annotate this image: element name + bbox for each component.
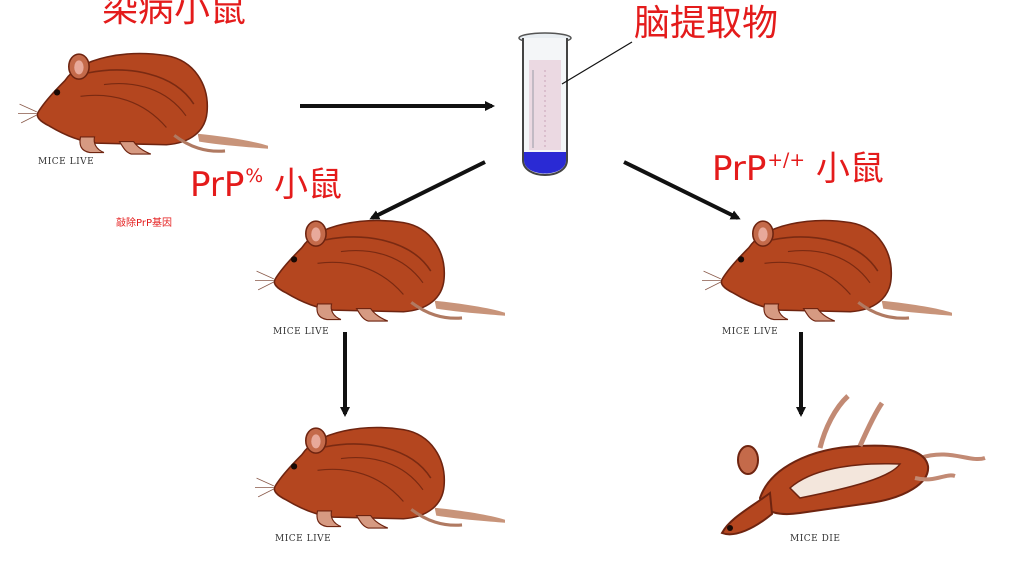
dead-mouse-icon: [720, 394, 986, 536]
label-infected-mouse: 染病小鼠: [102, 0, 247, 30]
label-knockout-note: 敲除PrP基因: [116, 218, 172, 229]
knockout-suffix: 小鼠: [263, 165, 342, 206]
knockout-prp: PrP: [190, 165, 245, 206]
label-wildtype-mouse: PrP+/+ 小鼠: [712, 149, 884, 190]
caption-bottom-left: MICE LIVE: [275, 534, 332, 544]
arrow-to-knockout: [369, 160, 486, 220]
wildtype-prp: PrP: [712, 149, 767, 190]
label-brain-extract: 脑提取物: [634, 3, 779, 44]
arrow-to-wildtype: [623, 160, 741, 220]
test-tube-icon: [518, 32, 572, 176]
caption-top-left: MICE LIVE: [38, 157, 95, 167]
brain-extract-leader: [561, 41, 633, 85]
caption-bottom-right: MICE DIE: [790, 534, 841, 544]
label-knockout-mouse: PrP% 小鼠: [190, 165, 342, 206]
wildtype-suffix: 小鼠: [805, 149, 884, 190]
caption-mid-left: MICE LIVE: [273, 327, 330, 337]
caption-mid-right: MICE LIVE: [722, 327, 779, 337]
wildtype-genotype: +/+: [767, 150, 806, 171]
knockout-genotype: %: [245, 166, 264, 187]
